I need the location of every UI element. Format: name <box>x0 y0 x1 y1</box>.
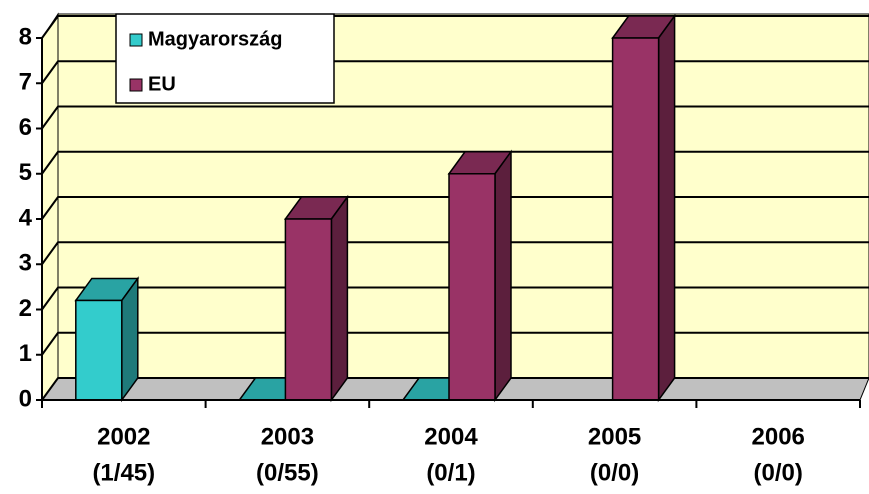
bar <box>447 149 513 403</box>
legend-label: Magyarország <box>148 28 283 50</box>
bar <box>283 194 349 403</box>
y-tick-label: 4 <box>19 204 33 231</box>
x-tick-label: (0/0) <box>754 459 803 486</box>
y-tick-label: 6 <box>19 114 32 141</box>
bar <box>611 13 677 403</box>
bar-side <box>657 13 676 403</box>
y-tick-label: 0 <box>19 385 32 412</box>
grid-line <box>41 15 869 39</box>
grid-line <box>41 196 869 220</box>
x-tick-label: (0/55) <box>256 459 319 486</box>
legend-swatch <box>129 33 143 47</box>
legend-box <box>115 13 335 104</box>
y-tick-label: 8 <box>19 23 32 50</box>
grid-line <box>41 105 869 130</box>
x-tick-label: 2004 <box>424 423 478 450</box>
bar <box>74 276 140 403</box>
grid-line <box>41 286 869 311</box>
x-tick-label: 2005 <box>588 423 641 450</box>
grid-line <box>41 331 869 356</box>
bar-front <box>284 218 333 401</box>
bar-front <box>75 299 123 401</box>
grid-line <box>41 150 869 175</box>
x-tick-label: (0/1) <box>426 459 475 486</box>
y-tick-label: 7 <box>19 69 32 96</box>
grid-line <box>41 241 869 265</box>
grid-line <box>41 377 869 401</box>
bar-side <box>494 149 512 403</box>
x-tick-label: 2003 <box>261 423 314 450</box>
y-tick-label: 5 <box>19 159 32 186</box>
bar-side <box>330 194 349 403</box>
grid-line <box>41 60 869 84</box>
y-tick-label: 1 <box>19 340 32 367</box>
bar-front <box>448 173 496 401</box>
bars <box>74 13 677 403</box>
y-tick-label: 3 <box>19 250 32 277</box>
bar-side <box>121 276 139 403</box>
labels: 0 1 2 3 4 5 6 7 8 2002 (1/45) 2003 (0/55) 2004 (0/1) 20… <box>19 23 861 486</box>
legend: Magyarország EU <box>115 13 335 104</box>
bar-front <box>611 37 660 401</box>
x-tick-label: 2002 <box>97 423 150 450</box>
legend-label: EU <box>148 73 176 95</box>
x-tick-label: (1/45) <box>92 459 155 486</box>
legend-swatch <box>129 78 143 92</box>
y-tick-label: 2 <box>19 295 32 322</box>
x-tick-label: (0/0) <box>590 459 639 486</box>
grid <box>41 15 869 401</box>
x-tick-label: 2006 <box>752 423 805 450</box>
